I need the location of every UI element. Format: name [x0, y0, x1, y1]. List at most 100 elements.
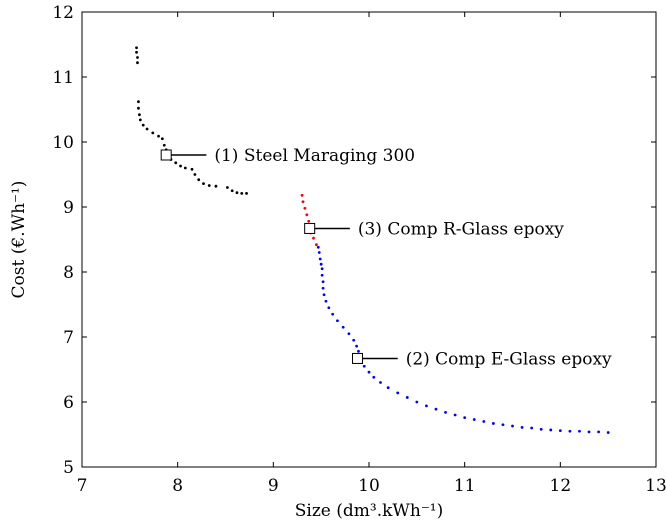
- y-tick-label: 9: [63, 198, 74, 218]
- data-point: [597, 430, 600, 434]
- data-point: [303, 206, 307, 210]
- y-tick-label: 8: [63, 263, 74, 283]
- data-point: [240, 191, 244, 195]
- data-point: [362, 364, 366, 368]
- data-point: [352, 338, 356, 342]
- data-point: [141, 123, 145, 127]
- data-point: [405, 396, 409, 399]
- data-point: [491, 422, 495, 425]
- data-point: [202, 182, 205, 186]
- annotation-marker: [304, 222, 316, 234]
- data-point: [226, 186, 229, 189]
- data-point: [463, 416, 467, 419]
- data-point: [336, 319, 339, 323]
- plot-border: [81, 11, 657, 468]
- data-point: [190, 167, 194, 171]
- data-point: [193, 173, 197, 176]
- data-point: [321, 286, 325, 290]
- annotation-2: (3) Comp R-Glass epoxy: [304, 219, 564, 239]
- data-point: [606, 431, 610, 434]
- y-tick-label: 10: [52, 133, 74, 153]
- data-point: [379, 381, 382, 384]
- annotation-label: (2) Comp E-Glass epoxy: [406, 349, 612, 369]
- data-point: [197, 178, 201, 182]
- data-point: [235, 191, 239, 195]
- y-axis-label: Cost (€.Wh⁻¹): [9, 181, 29, 299]
- data-point: [151, 131, 155, 135]
- data-point: [482, 420, 486, 423]
- data-point: [324, 299, 328, 303]
- data-point: [138, 113, 141, 117]
- x-tick-label: 12: [550, 476, 572, 496]
- annotation-label: (3) Comp R-Glass epoxy: [358, 219, 564, 239]
- data-point: [174, 161, 178, 165]
- series-1: [135, 46, 248, 195]
- y-tick-label: 7: [63, 328, 74, 348]
- data-point: [157, 134, 160, 138]
- data-point: [317, 251, 321, 254]
- data-series: [135, 46, 610, 434]
- data-point: [245, 191, 248, 195]
- data-point: [214, 184, 218, 188]
- y-tick-label: 12: [52, 3, 74, 23]
- data-point: [367, 370, 371, 374]
- plot-axes: [81, 11, 657, 468]
- data-point: [307, 219, 311, 223]
- data-point: [135, 50, 138, 54]
- data-point: [316, 245, 320, 249]
- data-point: [331, 312, 335, 316]
- annotation-1: (1) Steel Maraging 300: [160, 146, 415, 166]
- data-point: [327, 306, 331, 310]
- data-point: [162, 143, 166, 147]
- data-point: [312, 236, 315, 240]
- y-tick-label: 5: [63, 458, 74, 478]
- series-3: [316, 245, 610, 434]
- series-2: [300, 193, 318, 247]
- data-point: [207, 184, 211, 187]
- data-point: [355, 344, 358, 348]
- data-point: [137, 100, 140, 104]
- data-point: [322, 293, 326, 297]
- data-point: [321, 280, 325, 284]
- annotation-label: (1) Steel Maraging 300: [214, 146, 415, 166]
- x-axis-label: Size (dm³.kWh⁻¹): [295, 501, 444, 521]
- data-point: [314, 243, 318, 247]
- data-point: [520, 425, 524, 429]
- data-point: [320, 273, 324, 277]
- data-point: [501, 423, 505, 427]
- data-point: [425, 404, 428, 408]
- data-point: [587, 430, 591, 434]
- data-point: [138, 118, 142, 122]
- x-tick-label: 11: [454, 476, 476, 496]
- data-point: [230, 189, 234, 193]
- data-point: [136, 56, 139, 59]
- y-tick-label: 6: [63, 393, 74, 413]
- x-tick-label: 9: [268, 476, 279, 496]
- data-point: [568, 429, 572, 433]
- data-point: [341, 325, 345, 329]
- x-tick-label: 13: [645, 476, 666, 496]
- data-point: [396, 391, 400, 395]
- x-tick-label: 10: [358, 476, 380, 496]
- annotation-marker: [352, 352, 364, 364]
- annotation-3: (2) Comp E-Glass epoxy: [352, 349, 612, 369]
- data-point: [135, 46, 138, 50]
- data-point: [137, 106, 140, 110]
- data-point: [511, 424, 514, 428]
- data-point: [319, 262, 323, 266]
- data-point: [386, 386, 390, 390]
- data-point: [179, 164, 182, 168]
- annotations: (1) Steel Maraging 300 (3) Comp R-Glass e…: [160, 146, 612, 369]
- data-point: [372, 375, 376, 379]
- data-point: [434, 407, 438, 411]
- data-point: [415, 400, 419, 404]
- data-point: [183, 166, 187, 170]
- y-tick-label: 11: [52, 68, 74, 88]
- data-point: [357, 349, 360, 353]
- data-point: [444, 411, 447, 414]
- data-point: [136, 61, 139, 65]
- data-point: [160, 137, 164, 141]
- data-point: [530, 426, 534, 430]
- x-tick-label: 8: [172, 476, 183, 496]
